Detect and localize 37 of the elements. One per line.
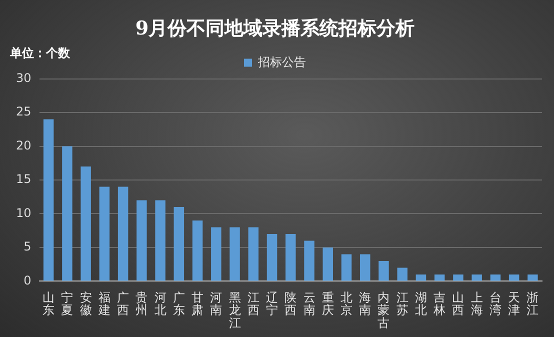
x-tick-label: 贵州 <box>136 290 148 318</box>
x-tick-label: 山东 <box>42 290 55 318</box>
x-tick-label: 河南 <box>210 290 222 318</box>
x-tick-label: 云南 <box>303 290 316 318</box>
x-tick-label: 内蒙古 <box>378 290 390 330</box>
x-tick-label: 山西 <box>452 290 464 318</box>
x-tick-label: 江苏 <box>396 290 408 318</box>
y-axis-title: 单位：个数 <box>9 46 71 60</box>
y-tick-label: 10 <box>16 206 32 220</box>
y-tick-label: 30 <box>16 70 32 85</box>
x-tick-label: 北京 <box>340 290 352 318</box>
x-tick-label: 海南 <box>359 290 372 318</box>
x-tick-label: 宁夏 <box>61 290 74 318</box>
x-tick-label: 广东 <box>172 290 185 318</box>
x-tick-label: 河北 <box>154 290 166 318</box>
y-tick-label: 25 <box>16 104 32 119</box>
legend-label: 招标公告 <box>257 54 306 69</box>
x-tick-label: 江西 <box>247 290 260 318</box>
x-tick-label: 台湾 <box>489 290 502 318</box>
x-tick-label: 甘肃 <box>192 290 204 318</box>
x-tick-label: 辽宁 <box>266 290 278 318</box>
chart-title: 9月份不同地域录播系统招标分析 <box>135 17 415 40</box>
y-tick-label: 15 <box>16 172 32 186</box>
x-tick-label: 上海 <box>470 290 483 318</box>
x-tick-label: 浙江 <box>526 290 539 318</box>
y-tick-label: 20 <box>16 138 32 152</box>
y-tick-label: 0 <box>24 273 32 288</box>
x-tick-label: 福建 <box>97 290 110 318</box>
x-tick-label: 黑龙江 <box>228 290 241 330</box>
x-tick-label: 湖北 <box>414 290 427 318</box>
x-tick-label: 广西 <box>117 290 130 318</box>
x-tick-label: 陕西 <box>284 290 297 318</box>
x-tick-label: 重庆 <box>322 290 334 318</box>
y-tick-label: 5 <box>24 240 32 254</box>
x-tick-label: 天津 <box>508 290 520 318</box>
x-tick-label: 吉林 <box>432 290 446 318</box>
x-tick-label: 安徽 <box>80 290 92 318</box>
